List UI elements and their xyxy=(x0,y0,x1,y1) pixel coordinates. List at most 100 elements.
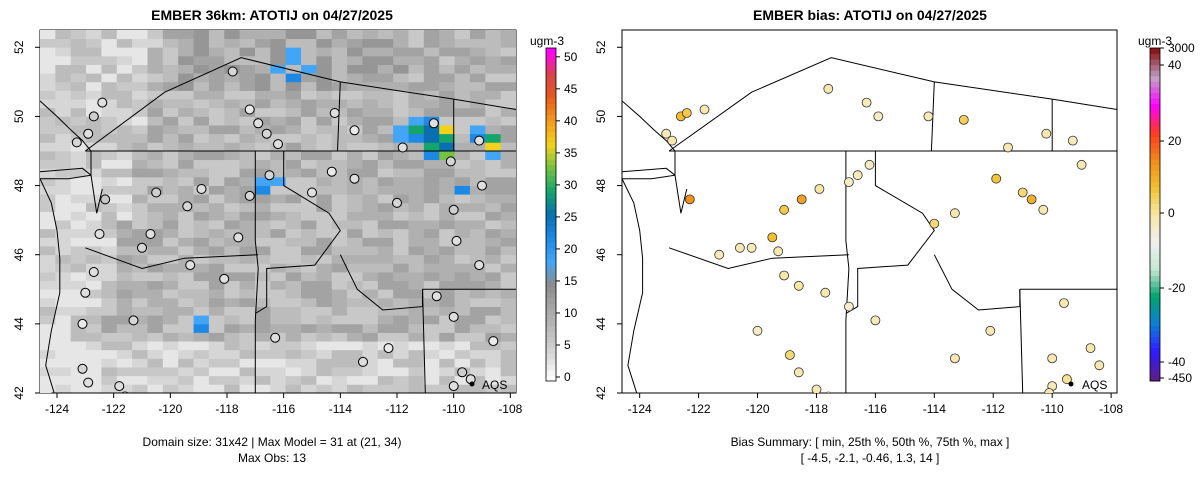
heatmap-cell xyxy=(408,142,425,152)
colorbar-swatch xyxy=(1150,231,1160,238)
heatmap-cell xyxy=(270,38,287,48)
x-tick-label: -114 xyxy=(923,402,946,416)
heatmap-cell xyxy=(132,168,148,178)
heatmap-cell xyxy=(40,99,56,109)
heatmap-cell xyxy=(347,133,363,143)
heatmap-cell xyxy=(316,332,333,342)
heatmap-cell xyxy=(500,202,516,212)
heatmap-cell xyxy=(301,47,317,57)
heatmap-cell xyxy=(454,211,471,221)
heatmap-cell xyxy=(377,202,394,212)
heatmap-cell xyxy=(285,116,302,126)
heatmap-cell xyxy=(393,151,409,161)
colorbar-frame xyxy=(545,47,557,382)
heatmap-cell xyxy=(254,254,271,264)
heatmap-cell xyxy=(162,228,179,238)
heatmap-cell xyxy=(454,81,471,91)
heatmap-cell xyxy=(454,176,471,186)
heatmap-cell xyxy=(285,159,302,169)
heatmap-cell xyxy=(162,55,179,65)
heatmap-cell xyxy=(347,272,363,282)
heatmap-cell xyxy=(485,55,502,65)
heatmap-cell xyxy=(224,176,241,186)
observation-point xyxy=(457,367,468,378)
heatmap-cell xyxy=(224,125,241,135)
heatmap-cell xyxy=(423,349,440,359)
heatmap-cell xyxy=(254,90,271,100)
heatmap-cell xyxy=(40,332,56,342)
heatmap-cell xyxy=(70,151,87,161)
heatmap-cell xyxy=(55,99,72,109)
heatmap-cell xyxy=(408,367,425,377)
heatmap-cell xyxy=(254,47,271,57)
heatmap-cell xyxy=(469,142,486,152)
heatmap-cell xyxy=(132,272,148,282)
heatmap-cell xyxy=(408,64,425,74)
heatmap-cell xyxy=(393,202,409,212)
heatmap-cell xyxy=(40,375,56,385)
heatmap-cell xyxy=(55,272,72,282)
heatmap-cell xyxy=(162,297,179,307)
heatmap-cell xyxy=(469,358,486,368)
heatmap-cell xyxy=(500,220,516,230)
heatmap-cell xyxy=(254,107,271,117)
heatmap-cell xyxy=(147,384,164,393)
heatmap-cell xyxy=(362,90,379,100)
heatmap-cell xyxy=(132,194,148,204)
heatmap-cell xyxy=(439,211,455,221)
heatmap-cell xyxy=(331,30,348,40)
observation-point xyxy=(185,260,196,271)
colorbar-swatch xyxy=(1150,308,1160,315)
heatmap-cell xyxy=(55,246,72,256)
heatmap-cell xyxy=(116,107,133,117)
heatmap-cell xyxy=(162,246,179,256)
heatmap-cell xyxy=(301,323,317,333)
heatmap-cell xyxy=(439,47,455,57)
heatmap-cell xyxy=(485,159,502,169)
colorbar-swatch xyxy=(546,192,556,199)
heatmap-cell xyxy=(55,142,72,152)
heatmap-cell xyxy=(331,254,348,264)
bias-point xyxy=(870,315,881,326)
heatmap-cell xyxy=(423,107,440,117)
heatmap-cell xyxy=(132,341,148,351)
heatmap-cell xyxy=(439,228,455,238)
heatmap-cell xyxy=(178,99,194,109)
heatmap-cell xyxy=(301,358,317,368)
heatmap-cell xyxy=(116,332,133,342)
bias-point xyxy=(779,204,789,215)
heatmap-cell xyxy=(316,237,333,247)
bias-point xyxy=(785,350,795,360)
heatmap-cell xyxy=(101,142,118,152)
heatmap-cell xyxy=(116,341,133,351)
heatmap-cell xyxy=(500,168,516,178)
heatmap-cell xyxy=(147,73,164,83)
heatmap-cell xyxy=(285,358,302,368)
heatmap-cell xyxy=(423,47,440,57)
heatmap-cell xyxy=(132,30,148,40)
heatmap-cell xyxy=(147,367,164,377)
colorbar-swatch xyxy=(1150,331,1160,338)
heatmap-cell xyxy=(454,297,471,307)
colorbar-swatch xyxy=(1150,258,1160,265)
heatmap-cell xyxy=(500,116,516,126)
boundary-line xyxy=(40,167,103,214)
heatmap-cell xyxy=(454,107,471,117)
bias-point xyxy=(1047,353,1058,364)
heatmap-cell xyxy=(393,254,409,264)
x-tick-label: -112 xyxy=(385,402,408,416)
heatmap-cell xyxy=(132,220,148,230)
heatmap-cell xyxy=(331,151,348,161)
heatmap-cell xyxy=(208,367,225,377)
observation-point xyxy=(349,125,360,136)
heatmap-cell xyxy=(347,254,363,264)
colorbar-swatch xyxy=(1150,364,1160,371)
heatmap-cell xyxy=(101,99,118,109)
heatmap-cell xyxy=(116,55,133,65)
colorbar-swatch xyxy=(1150,275,1160,282)
heatmap-cell xyxy=(162,332,179,342)
heatmap-cell xyxy=(331,280,348,290)
heatmap-cell xyxy=(101,332,118,342)
colorbar-swatch xyxy=(546,292,556,299)
heatmap-cell xyxy=(55,384,72,393)
